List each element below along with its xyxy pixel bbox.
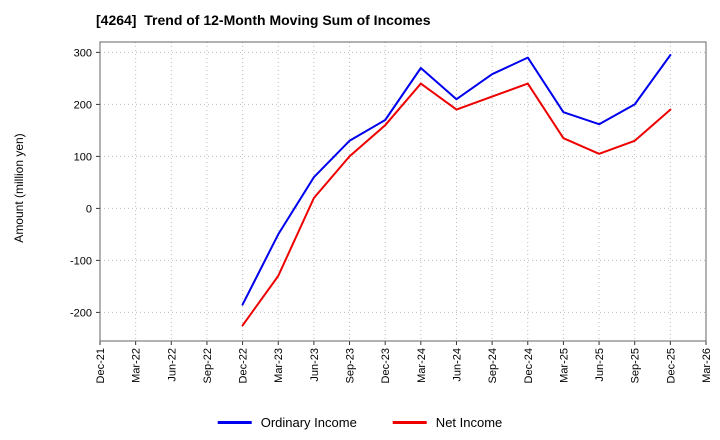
x-tick-label: Dec-21 bbox=[95, 348, 107, 383]
y-tick-label: 200 bbox=[74, 99, 92, 111]
y-tick-label: 0 bbox=[86, 203, 92, 215]
x-tick-label: Jun-24 bbox=[451, 348, 463, 382]
y-axis-label: Amount (million yen) bbox=[12, 133, 26, 243]
y-tick-label: 100 bbox=[74, 151, 92, 163]
x-tick-label: Jun-23 bbox=[309, 348, 321, 382]
y-tick-label: 300 bbox=[74, 47, 92, 59]
x-tick-label: Mar-22 bbox=[131, 348, 143, 383]
x-tick-label: Jun-22 bbox=[166, 348, 178, 382]
y-tick-label: -200 bbox=[70, 307, 92, 319]
x-tick-label: Dec-22 bbox=[238, 348, 250, 383]
plot-frame bbox=[99, 41, 707, 342]
legend-line-sample-red bbox=[392, 421, 427, 424]
legend-line-sample-blue bbox=[217, 421, 252, 424]
y-tick-label: -100 bbox=[70, 255, 92, 267]
x-tick-label: Dec-23 bbox=[380, 348, 392, 383]
legend-label: Ordinary Income bbox=[260, 415, 357, 430]
legend-label: Net Income bbox=[435, 415, 503, 430]
x-tick-label: Dec-24 bbox=[523, 348, 535, 383]
x-tick-label: Sep-23 bbox=[345, 348, 357, 383]
x-tick-label: Sep-22 bbox=[202, 348, 214, 383]
x-tick-label: Mar-23 bbox=[273, 348, 285, 383]
chart-title: [4264] Trend of 12-Month Moving Sum of I… bbox=[96, 12, 431, 28]
legend-item-net-income: Net Income bbox=[392, 415, 503, 430]
legend: Ordinary Income Net Income bbox=[217, 415, 503, 430]
series-line-ordinary-income bbox=[241, 54, 672, 306]
x-tick-label: Mar-24 bbox=[416, 348, 428, 383]
legend-item-ordinary-income: Ordinary Income bbox=[217, 415, 357, 430]
x-tick-label: Sep-25 bbox=[630, 348, 642, 383]
x-tick-label: Jun-25 bbox=[594, 348, 606, 382]
x-tick-label: Mar-25 bbox=[558, 348, 570, 383]
x-tick-label: Mar-26 bbox=[701, 348, 713, 383]
series-line-net-income bbox=[241, 82, 672, 327]
x-tick-label: Sep-24 bbox=[487, 348, 499, 383]
x-tick-label: Dec-25 bbox=[665, 348, 677, 383]
